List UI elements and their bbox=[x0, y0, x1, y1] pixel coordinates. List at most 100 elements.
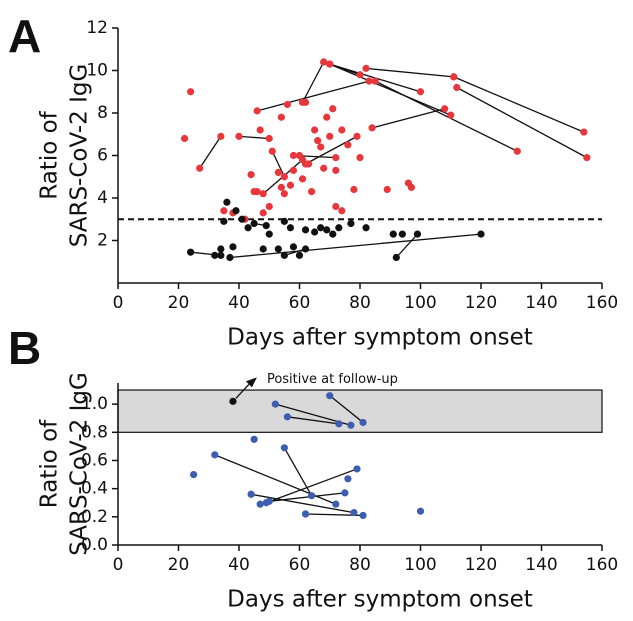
connector-line bbox=[265, 468, 358, 504]
x-tick-label: 0 bbox=[113, 293, 124, 313]
data-point bbox=[217, 132, 225, 140]
data-point bbox=[217, 251, 225, 259]
data-point bbox=[301, 245, 310, 253]
connector-line bbox=[329, 63, 452, 116]
connector-line bbox=[329, 395, 364, 423]
data-point bbox=[441, 105, 449, 113]
panel-label: A bbox=[8, 10, 41, 62]
data-point bbox=[356, 71, 364, 79]
x-tick-label: 20 bbox=[168, 293, 190, 313]
annotation-arrow bbox=[235, 383, 250, 399]
data-point bbox=[368, 124, 376, 132]
data-point bbox=[350, 508, 358, 517]
data-point bbox=[250, 219, 258, 228]
data-point bbox=[232, 207, 240, 215]
data-point bbox=[362, 224, 370, 232]
data-point bbox=[286, 224, 295, 232]
y-tick-label: 0.4 bbox=[81, 479, 108, 499]
data-point bbox=[335, 420, 343, 428]
data-point bbox=[317, 143, 325, 151]
data-point bbox=[235, 132, 243, 140]
data-point bbox=[286, 181, 295, 189]
data-point bbox=[407, 183, 416, 191]
data-point bbox=[338, 207, 346, 215]
data-point bbox=[274, 168, 282, 177]
connector-line bbox=[199, 136, 222, 169]
data-point bbox=[359, 418, 367, 427]
y-tick-label: 6 bbox=[97, 146, 108, 166]
data-point bbox=[413, 230, 422, 238]
data-point bbox=[301, 226, 310, 234]
annotation-arrowhead bbox=[245, 377, 257, 388]
data-point bbox=[347, 219, 355, 228]
data-point bbox=[259, 245, 267, 253]
data-point bbox=[211, 451, 219, 459]
data-point bbox=[280, 173, 288, 181]
connector-line bbox=[214, 454, 337, 505]
data-point bbox=[187, 88, 195, 96]
data-point bbox=[262, 222, 270, 230]
data-point bbox=[326, 132, 334, 140]
data-point bbox=[301, 510, 310, 518]
data-point bbox=[190, 470, 198, 479]
y-tick-label: 0.6 bbox=[81, 450, 108, 470]
data-point bbox=[259, 209, 267, 217]
data-point bbox=[323, 113, 331, 121]
x-tick-label: 100 bbox=[404, 293, 436, 313]
y-tick-label: 0.0 bbox=[81, 535, 108, 555]
data-point bbox=[320, 58, 328, 66]
connector-line bbox=[395, 233, 418, 258]
x-tick-label: 140 bbox=[525, 293, 557, 313]
connector-line bbox=[305, 135, 358, 165]
data-point bbox=[580, 128, 588, 136]
data-point bbox=[332, 154, 340, 162]
x-tick-label: 20 bbox=[168, 555, 190, 575]
data-point bbox=[180, 134, 189, 143]
connector-line bbox=[284, 248, 306, 256]
data-point bbox=[416, 507, 425, 515]
data-point bbox=[450, 73, 458, 81]
data-point bbox=[341, 489, 349, 497]
data-point bbox=[247, 490, 255, 498]
data-point bbox=[350, 185, 358, 194]
x-tick-label: 140 bbox=[525, 555, 557, 575]
data-point bbox=[298, 175, 307, 183]
data-point bbox=[265, 202, 273, 211]
y-tick-label: 0.2 bbox=[81, 507, 108, 527]
y-axis-label: Ratio of bbox=[37, 419, 63, 508]
data-point bbox=[329, 105, 337, 113]
x-axis-label: Days after symptom onset bbox=[227, 325, 533, 351]
data-point bbox=[583, 154, 591, 162]
data-point bbox=[196, 164, 204, 172]
data-point bbox=[220, 207, 228, 215]
data-point bbox=[320, 164, 328, 172]
data-point bbox=[187, 248, 195, 256]
annotation: Positive at follow-up bbox=[267, 372, 398, 387]
data-point bbox=[271, 400, 279, 408]
data-point bbox=[277, 113, 285, 121]
panel-label: B bbox=[8, 322, 41, 374]
x-tick-label: 80 bbox=[349, 293, 371, 313]
connector-line bbox=[256, 80, 370, 112]
data-point bbox=[211, 251, 219, 259]
x-tick-label: 60 bbox=[289, 293, 311, 313]
data-point bbox=[416, 88, 425, 96]
data-point bbox=[217, 245, 225, 253]
data-point bbox=[256, 500, 264, 508]
connector-line bbox=[238, 135, 270, 140]
data-point bbox=[274, 245, 282, 253]
data-point bbox=[365, 77, 373, 85]
data-point bbox=[314, 137, 322, 145]
data-point bbox=[453, 83, 461, 92]
data-point bbox=[280, 217, 288, 225]
data-point bbox=[289, 166, 298, 174]
y-axis-label: SARS-CoV-2 IgG bbox=[67, 372, 93, 556]
connector-line bbox=[456, 86, 588, 159]
connector-line bbox=[365, 67, 454, 78]
data-point bbox=[256, 126, 264, 134]
x-tick-label: 100 bbox=[404, 555, 436, 575]
x-tick-label: 80 bbox=[349, 555, 371, 575]
data-point bbox=[323, 226, 331, 234]
y-tick-label: 0.8 bbox=[81, 422, 108, 442]
connector-line bbox=[269, 492, 345, 502]
